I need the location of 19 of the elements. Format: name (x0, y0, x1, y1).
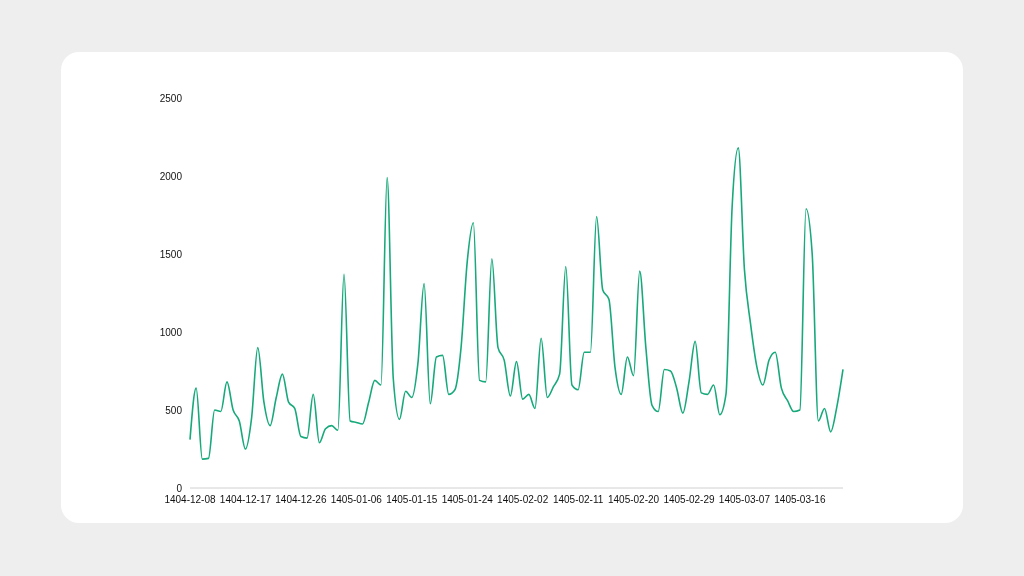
y-tick-label: 0 (176, 482, 183, 494)
y-tick-label: 500 (165, 404, 183, 416)
x-tick-label: 1405-02-20 (607, 494, 660, 506)
x-tick-label: 1405-02-11 (552, 494, 604, 506)
line-series (189, 147, 844, 460)
x-tick-label: 1404-12-26 (275, 494, 327, 506)
x-tick-label: 1404-12-17 (219, 494, 272, 506)
x-tick-label: 1405-01-24 (441, 494, 494, 506)
y-tick-label: 1000 (159, 326, 183, 338)
x-tick-label: 1404-12-08 (164, 494, 217, 506)
x-tick-label: 1405-02-02 (497, 494, 549, 506)
y-tick-label: 1500 (159, 248, 183, 260)
x-tick-label: 1405-03-16 (774, 494, 826, 506)
y-tick-label: 2500 (159, 92, 183, 104)
x-tick-label: 1405-02-29 (663, 494, 715, 506)
x-tick-label: 1405-01-15 (386, 494, 438, 506)
x-tick-label: 1405-03-07 (718, 494, 771, 506)
x-tick-label: 1405-01-06 (330, 494, 383, 506)
y-tick-label: 2000 (159, 170, 183, 182)
